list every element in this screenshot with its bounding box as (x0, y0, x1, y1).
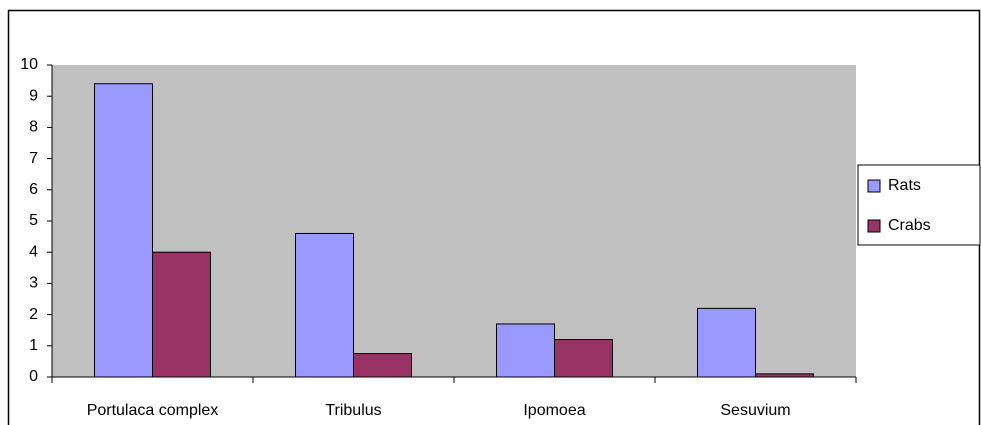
y-tick-label: 8 (29, 119, 38, 136)
y-tick-label: 3 (29, 275, 38, 292)
x-tick-label: Sesuvium (720, 402, 790, 419)
x-tick-label: Portulaca complex (87, 402, 219, 419)
y-tick-label: 0 (29, 368, 38, 385)
x-tick-label: Tribulus (325, 402, 381, 419)
bar (152, 251, 211, 378)
bar (94, 83, 153, 378)
y-tick-label: 5 (29, 212, 38, 229)
y-tick-label: 4 (29, 243, 38, 260)
y-tick-label: 1 (29, 337, 38, 354)
bar (353, 353, 412, 378)
bar (295, 232, 354, 378)
legend-swatch (867, 179, 881, 193)
x-tick-label: Ipomoea (523, 402, 585, 419)
legend-label: Rats (888, 177, 921, 194)
bar (697, 307, 756, 378)
y-tick-label: 9 (29, 87, 38, 104)
bar (755, 373, 814, 378)
y-tick-label: 6 (29, 181, 38, 198)
bar (554, 339, 613, 378)
legend-label: Crabs (888, 217, 931, 234)
y-tick-label: 2 (29, 306, 38, 323)
bar (496, 323, 555, 378)
y-tick-label: 10 (20, 56, 38, 73)
y-tick-label: 7 (29, 150, 38, 167)
legend-swatch (867, 219, 881, 233)
